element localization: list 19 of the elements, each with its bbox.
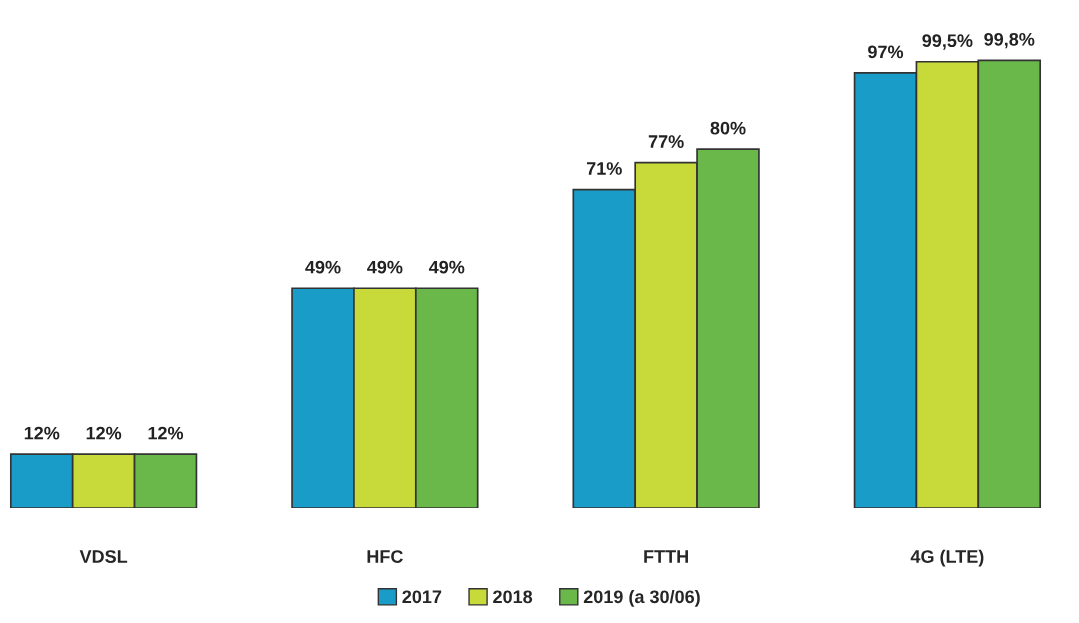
- legend-label: 2018: [493, 590, 533, 604]
- legend-label: 2017: [402, 590, 442, 604]
- data-label: 71%: [586, 162, 622, 175]
- data-label: 99,8%: [984, 32, 1035, 49]
- data-label: 12%: [86, 426, 122, 440]
- data-label: 12%: [148, 426, 184, 440]
- data-label: 97%: [868, 45, 904, 59]
- x-tick-label: HFC: [367, 550, 403, 563]
- data-label: 77%: [648, 135, 684, 148]
- x-tick-label: VDSL: [79, 550, 128, 563]
- data-label: 49%: [428, 260, 465, 274]
- data-label: 99,5%: [922, 34, 973, 50]
- data-label: 80%: [710, 121, 746, 135]
- x-tick-label: FTTH: [644, 550, 688, 563]
- x-tick-label: 4G (LTE): [910, 549, 984, 567]
- legend-label: 2019 (a 30/06): [583, 589, 700, 607]
- data-label: 12%: [24, 426, 60, 440]
- data-label: 49%: [305, 260, 341, 274]
- data-label: 49%: [367, 260, 403, 274]
